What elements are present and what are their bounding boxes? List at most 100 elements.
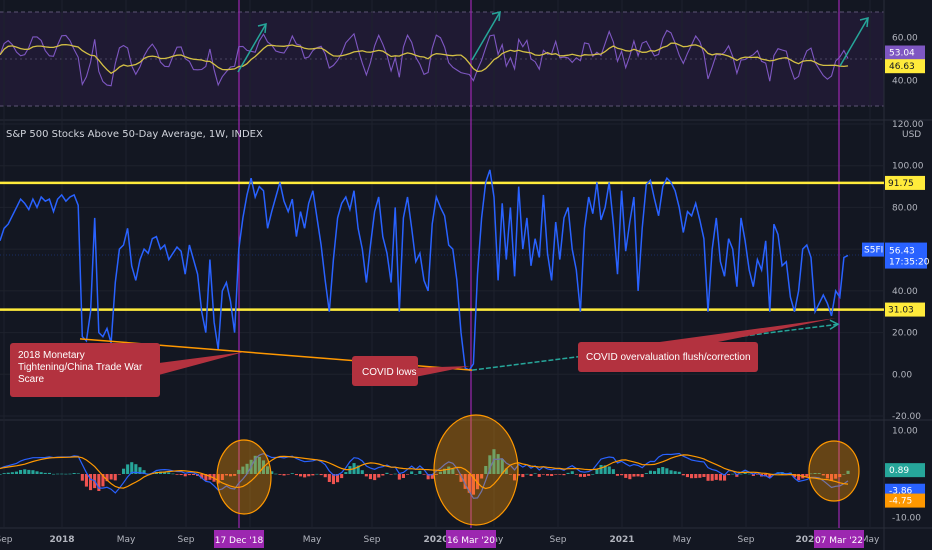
macd-histogram-bar — [558, 474, 562, 475]
macd-histogram-bar — [274, 473, 278, 475]
macd-histogram-bar — [401, 474, 405, 478]
macd-histogram-bar — [142, 470, 146, 474]
rsi-arrow-head — [257, 23, 267, 34]
rsi-value-label: 46.63 — [889, 62, 915, 72]
macd-histogram-bar — [393, 473, 397, 475]
macd-histogram-bar — [146, 473, 150, 475]
macd-histogram-bar — [574, 474, 578, 475]
macd-histogram-bar — [282, 474, 286, 476]
macd-histogram-bar — [723, 474, 727, 481]
macd-histogram-bar — [620, 474, 624, 476]
macd-histogram-bar — [751, 474, 755, 476]
macd-histogram-bar — [327, 474, 331, 482]
macd-histogram-bar — [669, 470, 673, 474]
macd-histogram-bar — [455, 474, 459, 475]
macd-histogram-bar — [825, 474, 829, 479]
macd-pane — [0, 414, 860, 526]
macd-histogram-bar — [187, 474, 191, 476]
macd-histogram-bar — [410, 471, 414, 474]
macd-histogram-bar — [443, 468, 447, 474]
macd-histogram-bar — [303, 474, 307, 478]
macd-histogram-bar — [14, 471, 18, 474]
macd-histogram-bar — [200, 474, 204, 479]
macd-histogram-bar — [426, 474, 430, 480]
y-tick-label: 80.00 — [892, 203, 918, 213]
macd-histogram-bar — [311, 474, 315, 476]
macd-histogram-bar — [323, 474, 327, 478]
x-tick-label: Sep — [0, 535, 13, 545]
date-tag-label: 07 Mar '22 — [815, 536, 863, 546]
date-tag — [814, 530, 864, 548]
last-value-label: 56.43 — [889, 247, 915, 257]
symbol-tag-label: S5FI — [864, 246, 883, 256]
y-tick-label: 100.00 — [892, 162, 924, 172]
macd-histogram-bar — [727, 474, 731, 476]
x-tick-label: 2021 — [609, 535, 634, 545]
level-tag — [885, 302, 925, 317]
macd-histogram-bar — [163, 471, 167, 474]
rsi-tick-label: 40.00 — [892, 76, 918, 86]
rsi-value-tag — [885, 45, 925, 60]
macd-histogram-bar — [809, 473, 813, 475]
macd-histogram-bar — [191, 474, 195, 475]
macd-histogram-bar — [130, 462, 134, 474]
macd-histogram-bar — [307, 474, 311, 477]
macd-histogram-bar — [521, 474, 525, 478]
macd-histogram-bar — [76, 473, 80, 474]
macd-histogram-bar — [587, 474, 591, 476]
macd-histogram-bar — [89, 474, 93, 491]
macd-histogram-bar — [406, 474, 410, 475]
macd-histogram-bar — [640, 474, 644, 478]
chart-title: S&P 500 Stocks Above 50-Day Average, 1W,… — [6, 129, 263, 140]
macd-histogram-bar — [657, 468, 661, 474]
macd-histogram-bar — [492, 449, 496, 474]
macd-histogram-bar — [710, 474, 714, 481]
macd-histogram-bar — [583, 474, 587, 477]
highlight-circle — [433, 414, 519, 526]
macd-histogram-bar — [117, 474, 121, 475]
rsi-arrow-head — [859, 17, 869, 28]
macd-histogram-bar — [122, 468, 126, 474]
macd-histogram-bar — [434, 474, 438, 475]
macd-histogram-bar — [414, 474, 418, 475]
macd-histogram-bar — [702, 474, 706, 477]
macd-histogram-bar — [496, 454, 500, 474]
rsi-line — [0, 29, 849, 87]
macd-histogram-bar — [430, 474, 434, 479]
macd-histogram-bar — [739, 473, 743, 475]
macd-histogram-bar — [718, 474, 722, 481]
rsi-arrow — [839, 17, 869, 67]
macd-histogram-bar — [747, 473, 751, 475]
macd-histogram-bar — [241, 466, 245, 474]
macd-histogram-bar — [797, 474, 801, 481]
macd-histogram-bar — [47, 472, 51, 474]
date-tag-label: 16 Mar '20 — [447, 536, 495, 546]
macd-histogram-bar — [266, 466, 270, 474]
macd-histogram-bar — [628, 474, 632, 480]
macd-histogram-bar — [27, 469, 31, 474]
macd-histogram-bar — [578, 474, 582, 477]
macd-histogram-bar — [838, 474, 842, 478]
macd-histogram-bar — [368, 474, 372, 480]
macd-histogram-bar — [714, 474, 718, 480]
rsi-arrow-head — [491, 11, 501, 22]
macd-histogram-bar — [513, 474, 517, 481]
macd-tick-label: -10.00 — [892, 513, 921, 523]
x-tick-label: Sep — [364, 535, 381, 545]
macd-histogram-bar — [60, 473, 64, 475]
macd-histogram-bar — [611, 469, 615, 474]
macd-histogram-bar — [508, 474, 512, 475]
macd-histogram-bar — [126, 464, 130, 474]
macd-histogram-bar — [56, 473, 60, 475]
macd-histogram-bar — [105, 474, 109, 482]
callout-box — [578, 342, 758, 372]
y-tick-label: 120.00 — [892, 120, 924, 130]
macd-histogram-bar — [113, 474, 117, 481]
macd-histogram-bar — [467, 474, 471, 493]
macd-histogram-bar — [570, 471, 574, 474]
macd-histogram-bar — [0, 474, 2, 475]
y-tick-label: 20.00 — [892, 329, 918, 339]
macd-histogram-bar — [562, 474, 566, 476]
macd-histogram-bar — [373, 474, 377, 481]
